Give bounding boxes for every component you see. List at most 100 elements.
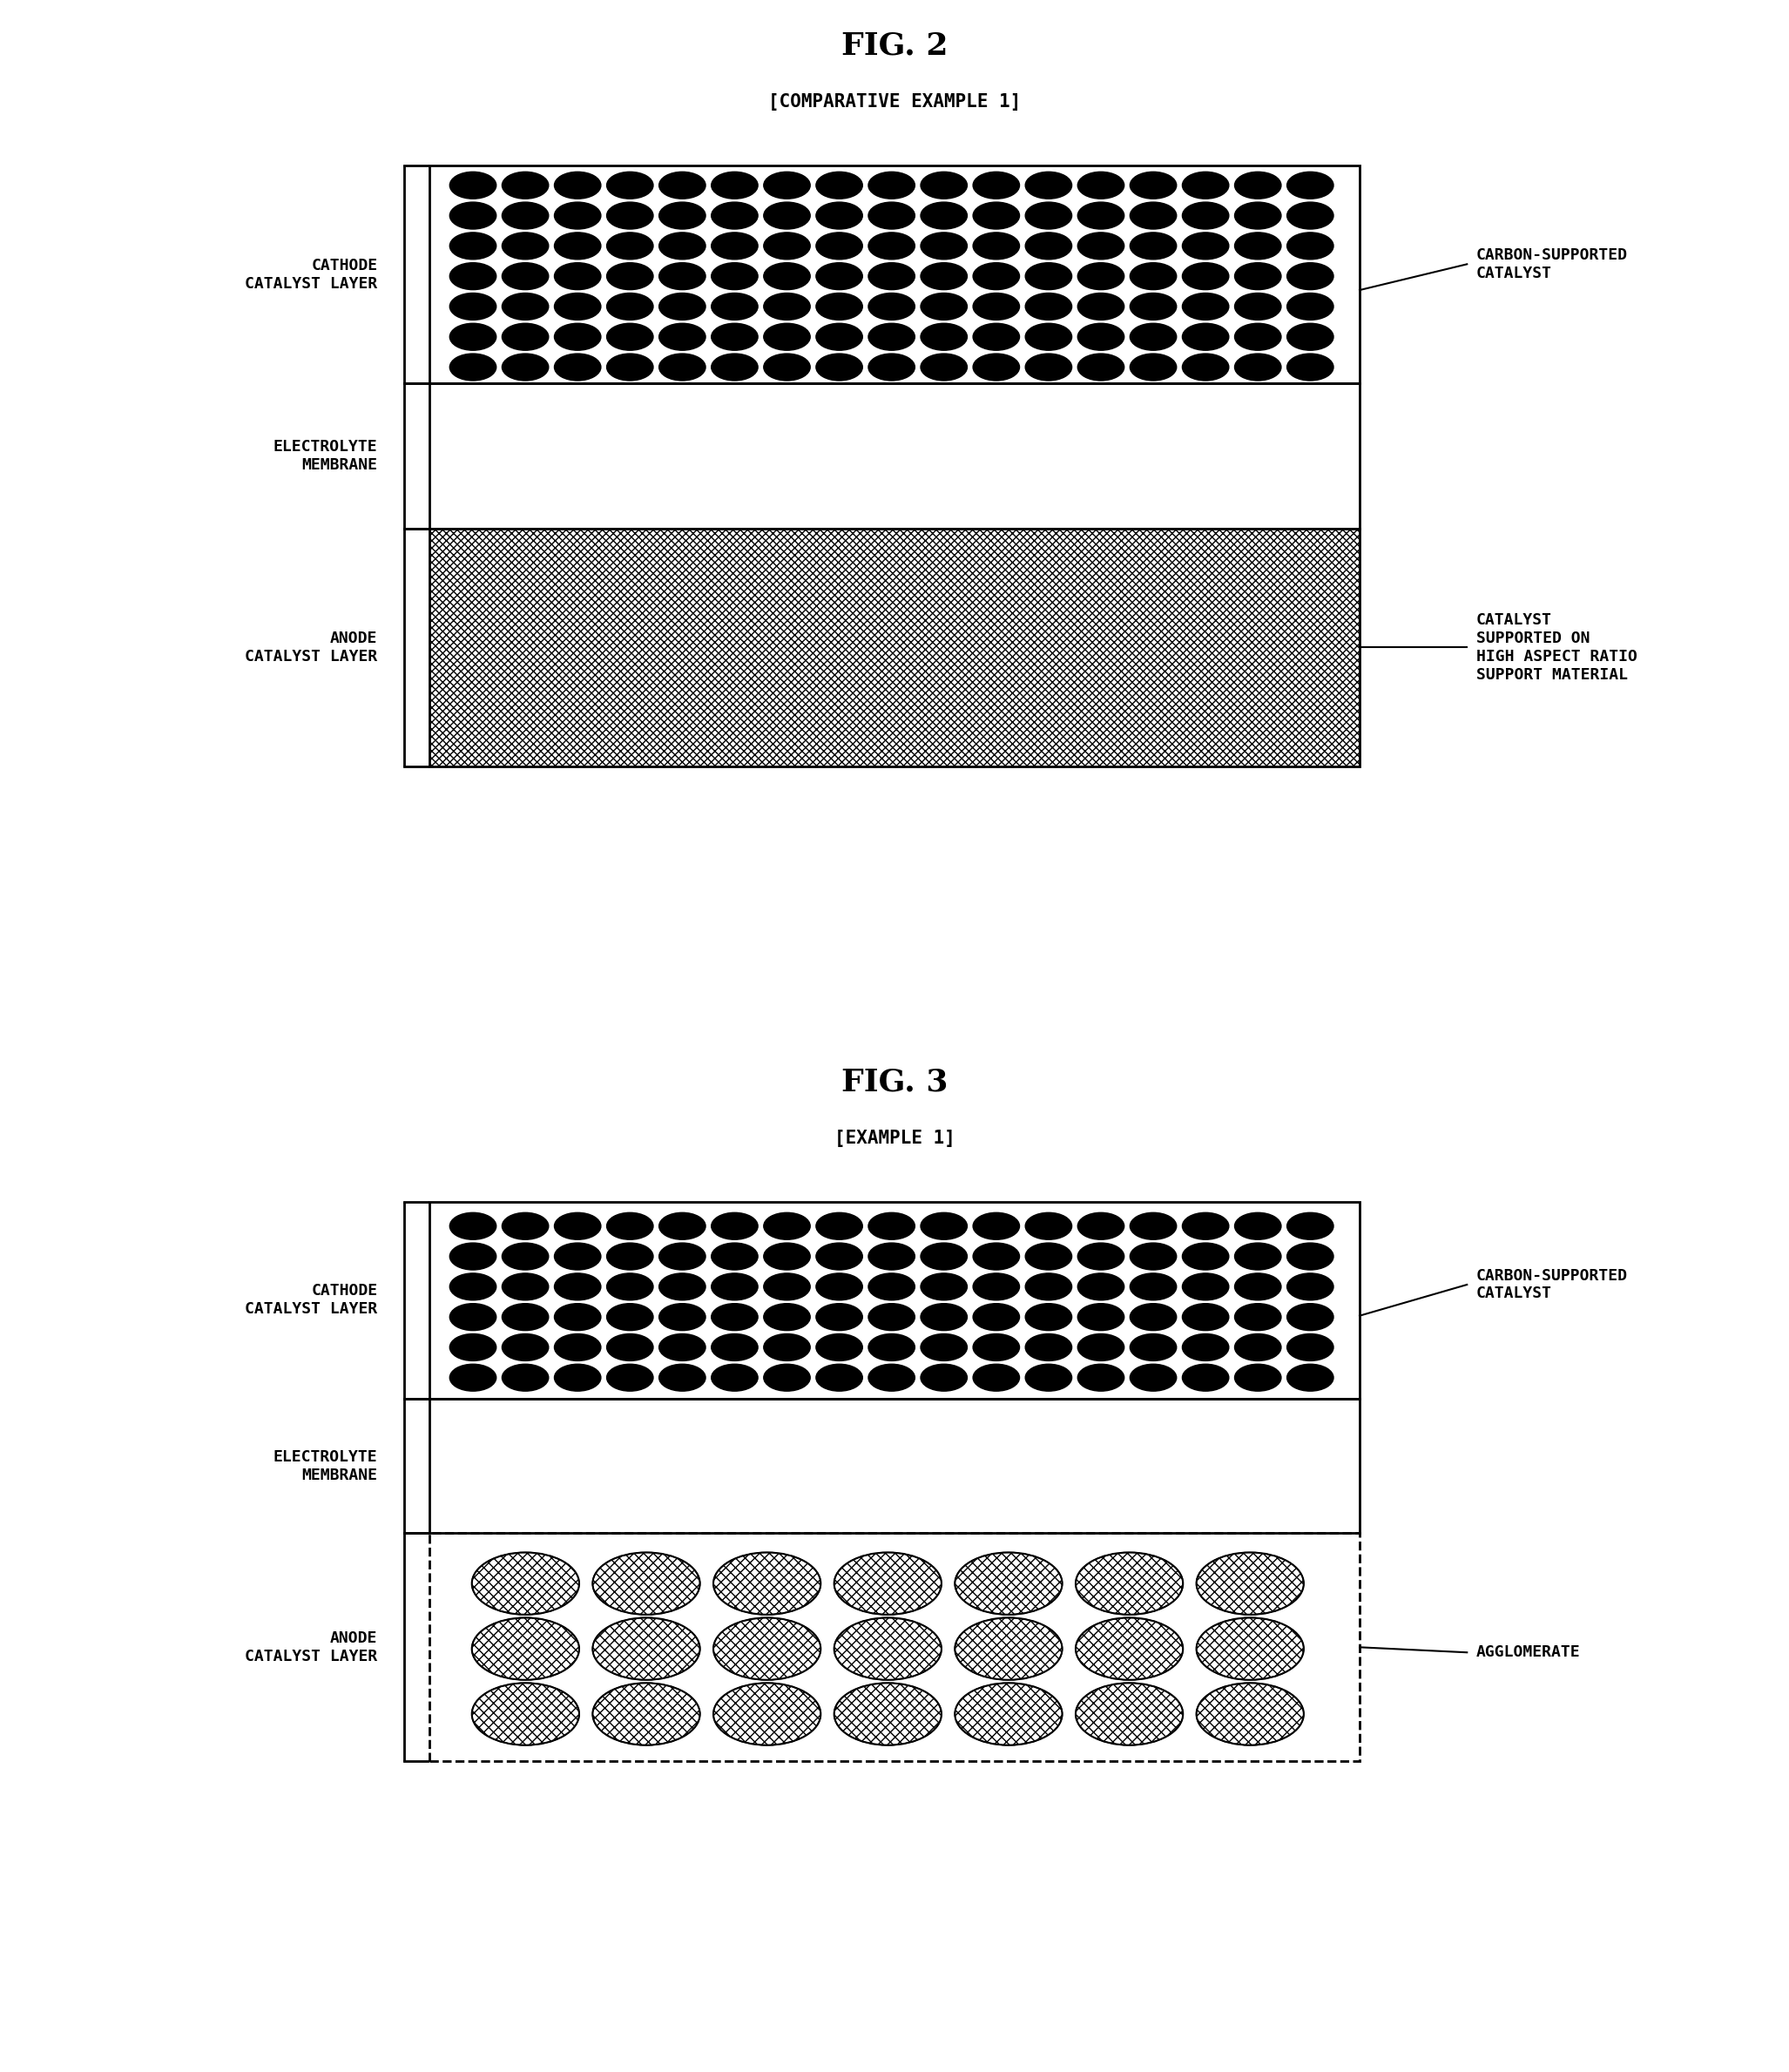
Circle shape [764,292,810,319]
Circle shape [658,1272,705,1301]
Circle shape [503,203,549,230]
Circle shape [503,292,549,319]
Circle shape [555,263,601,290]
Circle shape [1286,232,1333,259]
Circle shape [658,323,705,350]
Circle shape [606,232,653,259]
Circle shape [606,263,653,290]
Circle shape [816,1243,862,1270]
Circle shape [658,172,705,199]
Circle shape [1234,203,1281,230]
Circle shape [1077,292,1123,319]
Circle shape [658,1303,705,1330]
Circle shape [606,292,653,319]
Circle shape [868,172,914,199]
Text: CATHODE
CATALYST LAYER: CATHODE CATALYST LAYER [245,257,377,292]
Circle shape [921,1272,968,1301]
Bar [429,1533,1360,1761]
Circle shape [449,203,496,230]
Circle shape [1286,1334,1333,1361]
Circle shape [503,1272,549,1301]
Circle shape [449,1272,496,1301]
Circle shape [816,1212,862,1239]
Circle shape [555,203,601,230]
Circle shape [712,232,759,259]
Circle shape [1286,354,1333,381]
Circle shape [921,172,968,199]
Circle shape [1025,1243,1072,1270]
Text: ANODE
CATALYST LAYER: ANODE CATALYST LAYER [245,1631,377,1664]
Circle shape [764,323,810,350]
Circle shape [1025,1334,1072,1361]
Circle shape [1234,354,1281,381]
Circle shape [816,172,862,199]
Circle shape [503,1243,549,1270]
Circle shape [816,1303,862,1330]
Circle shape [955,1552,1063,1614]
Circle shape [1025,172,1072,199]
Circle shape [1131,1334,1177,1361]
Text: ELECTROLYTE
MEMBRANE: ELECTROLYTE MEMBRANE [274,1448,377,1484]
Circle shape [834,1618,941,1680]
Circle shape [1183,1363,1229,1390]
Circle shape [868,323,914,350]
Circle shape [868,1243,914,1270]
Circle shape [1197,1682,1304,1745]
Circle shape [449,1363,496,1390]
Circle shape [1077,232,1123,259]
Circle shape [1077,354,1123,381]
Circle shape [1077,1334,1123,1361]
Circle shape [764,263,810,290]
Circle shape [503,232,549,259]
Circle shape [1025,354,1072,381]
Circle shape [764,172,810,199]
Circle shape [973,263,1020,290]
Circle shape [503,172,549,199]
Circle shape [1131,323,1177,350]
Circle shape [449,292,496,319]
Circle shape [1025,263,1072,290]
Circle shape [449,172,496,199]
Circle shape [449,232,496,259]
Circle shape [503,1303,549,1330]
Circle shape [1234,172,1281,199]
Circle shape [712,1243,759,1270]
Circle shape [1183,323,1229,350]
Circle shape [592,1552,699,1614]
Circle shape [555,1303,601,1330]
Circle shape [712,172,759,199]
Circle shape [606,1243,653,1270]
Circle shape [1234,1212,1281,1239]
Circle shape [1183,1272,1229,1301]
Circle shape [606,203,653,230]
Circle shape [1025,203,1072,230]
Circle shape [973,203,1020,230]
Text: [COMPARATIVE EXAMPLE 1]: [COMPARATIVE EXAMPLE 1] [767,93,1022,110]
Circle shape [1077,1363,1123,1390]
Circle shape [1286,1243,1333,1270]
Circle shape [868,232,914,259]
Circle shape [868,1363,914,1390]
Circle shape [1286,1303,1333,1330]
Circle shape [712,354,759,381]
Circle shape [555,1212,601,1239]
Circle shape [1234,1243,1281,1270]
Circle shape [555,1243,601,1270]
Circle shape [868,354,914,381]
Circle shape [1234,263,1281,290]
Circle shape [1234,1303,1281,1330]
Circle shape [955,1682,1063,1745]
Circle shape [1183,232,1229,259]
Circle shape [712,292,759,319]
Circle shape [714,1552,821,1614]
Circle shape [1025,1212,1072,1239]
Circle shape [1183,172,1229,199]
Circle shape [503,1334,549,1361]
Circle shape [816,1334,862,1361]
Circle shape [449,1303,496,1330]
Circle shape [1025,1272,1072,1301]
Circle shape [868,263,914,290]
Circle shape [1286,1212,1333,1239]
Circle shape [921,1363,968,1390]
Circle shape [921,1303,968,1330]
